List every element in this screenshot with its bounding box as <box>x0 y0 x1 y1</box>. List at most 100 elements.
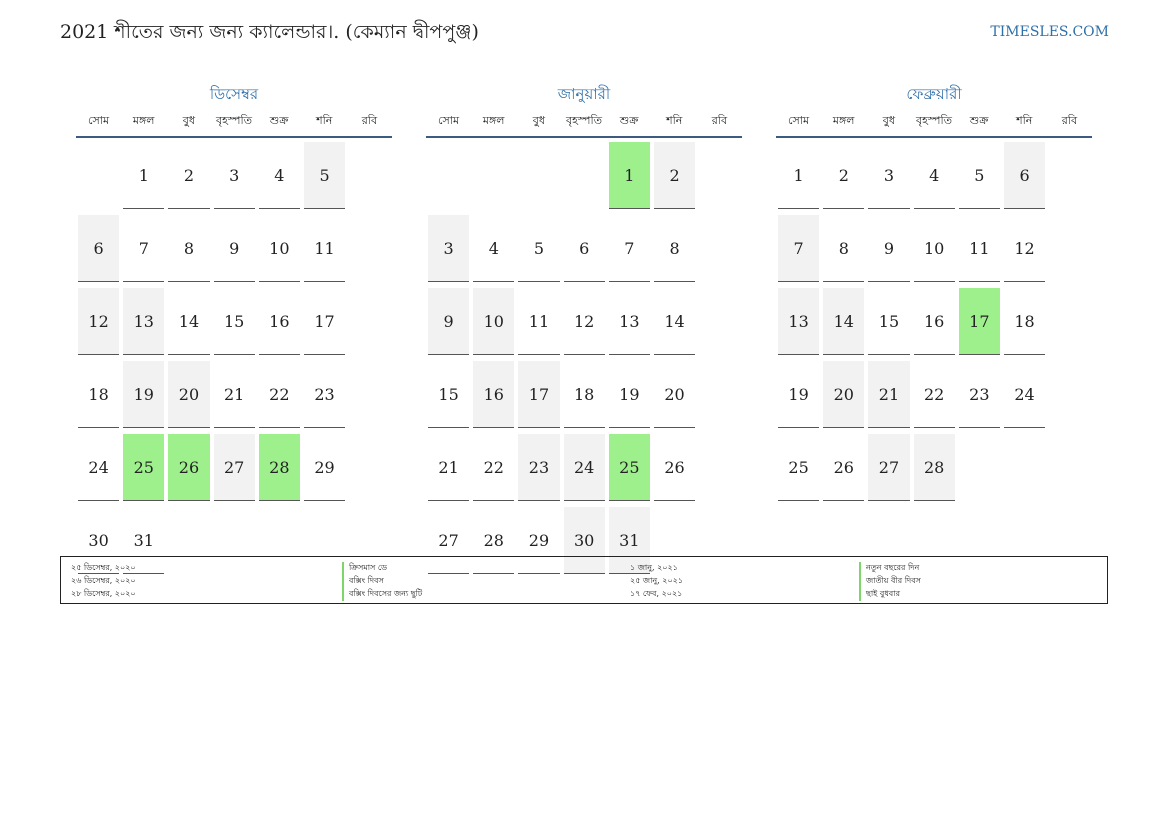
day-cell: 23 <box>958 361 1000 428</box>
day-cell: 3 <box>213 142 255 209</box>
day-cell: 3 <box>428 215 470 282</box>
day-cell: 23 <box>303 361 346 428</box>
day-cell: 15 <box>428 361 470 428</box>
weekday-label: সোম <box>88 114 110 127</box>
day-cell: 24 <box>563 434 605 501</box>
day-grid: 1 2 3 4 5 6 7 8 9 10 11 12 13 14 15 16 17 18 19 20 21 22 23 24 2… <box>776 142 1092 507</box>
day-cell: 28 <box>473 507 515 574</box>
day-cell: 24 <box>1003 361 1046 428</box>
day-cell: 10 <box>473 288 515 355</box>
day-cell: 13 <box>123 288 165 355</box>
day-cell: 7 <box>778 215 820 282</box>
weekday-label: বুধ <box>882 114 895 127</box>
weekday-header: সোম মঙ্গল বুধ বৃহস্পতি শুক্র শনি রবি <box>76 106 392 138</box>
day-cell: 17 <box>518 361 560 428</box>
empty-day-cell <box>473 142 514 209</box>
day-cell: 21 <box>868 361 910 428</box>
day-cell: 2 <box>653 142 696 209</box>
empty-day-cell <box>78 142 119 209</box>
day-cell: 26 <box>653 434 696 501</box>
day-cell: 13 <box>608 288 650 355</box>
day-cell: 6 <box>78 215 120 282</box>
empty-day-cell <box>428 142 469 209</box>
weekday-label: মঙ্গল <box>832 114 855 127</box>
weekday-label: বৃহস্পতি <box>566 114 602 127</box>
day-cell: 21 <box>213 361 255 428</box>
day-cell: 29 <box>303 434 346 501</box>
weekday-label: শুক্র <box>619 114 639 127</box>
day-cell: 16 <box>473 361 515 428</box>
day-cell: 1 <box>778 142 820 209</box>
weekday-label: শনি <box>316 114 333 127</box>
weekday-header: সোম মঙ্গল বুধ বৃহস্পতি শুক্র শনি রবি <box>426 106 742 138</box>
day-cell: 27 <box>428 507 470 574</box>
weekday-header: সোম মঙ্গল বুধ বৃহস্পতি শুক্র শনি রবি <box>776 106 1092 138</box>
day-cell: 5 <box>303 142 346 209</box>
day-cell: 6 <box>1003 142 1046 209</box>
day-cell: 19 <box>608 361 650 428</box>
day-cell: 27 <box>868 434 910 501</box>
day-cell: 23 <box>518 434 560 501</box>
day-cell: 18 <box>78 361 120 428</box>
day-cell: 10 <box>913 215 955 282</box>
month-december: ডিসেম্বর সোম মঙ্গল বুধ বৃহস্পতি শুক্র শন… <box>76 82 392 580</box>
legend-date: ২৫ জানু, ২০২১ <box>630 576 684 585</box>
holiday-day-cell: 26 <box>168 434 210 501</box>
day-cell: 20 <box>168 361 210 428</box>
weekday-label: বুধ <box>532 114 545 127</box>
day-cell: 4 <box>258 142 300 209</box>
holiday-day-cell: 25 <box>123 434 165 501</box>
weekday-label: শুক্র <box>969 114 989 127</box>
day-cell: 29 <box>518 507 560 574</box>
legend-date: ২৬ ডিসেম্বর, ২০২০ <box>71 576 136 585</box>
day-cell: 19 <box>778 361 820 428</box>
month-february: ফেব্রুয়ারী সোম মঙ্গল বুধ বৃহস্পতি শুক্র… <box>776 82 1092 507</box>
legend-date: ১ জানু, ২০২১ <box>630 563 678 572</box>
day-cell: 15 <box>868 288 910 355</box>
day-cell: 8 <box>653 215 696 282</box>
day-cell: 20 <box>823 361 865 428</box>
holiday-day-cell: 1 <box>608 142 650 209</box>
day-cell: 8 <box>823 215 865 282</box>
weekday-label: মঙ্গল <box>132 114 155 127</box>
weekday-label: শনি <box>1016 114 1033 127</box>
day-cell: 1 <box>123 142 165 209</box>
holiday-day-cell: 28 <box>258 434 300 501</box>
day-cell: 21 <box>428 434 470 501</box>
holiday-day-cell: 25 <box>608 434 650 501</box>
brand-link[interactable]: TIMESLES.COM <box>990 24 1109 40</box>
weekday-label: শুক্র <box>269 114 289 127</box>
day-cell: 22 <box>473 434 515 501</box>
empty-day-cell <box>518 142 559 209</box>
day-cell: 8 <box>168 215 210 282</box>
day-cell: 13 <box>778 288 820 355</box>
legend-holiday-name: বক্সিং দিবসের জন্য ছুটি <box>342 588 422 601</box>
holiday-day-cell: 17 <box>958 288 1000 355</box>
day-cell: 3 <box>868 142 910 209</box>
weekday-label: বুধ <box>182 114 195 127</box>
day-grid: 1 2 3 4 5 6 7 8 9 10 11 12 13 14 15 16 17 18 19 20 21 22 23 24 2… <box>76 142 392 580</box>
month-january: জানুয়ারী সোম মঙ্গল বুধ বৃহস্পতি শুক্র শ… <box>426 82 742 580</box>
month-name: ডিসেম্বর <box>209 85 259 103</box>
day-cell: 18 <box>563 361 605 428</box>
month-name: জানুয়ারী <box>557 85 611 103</box>
day-cell: 22 <box>913 361 955 428</box>
day-cell: 18 <box>1003 288 1046 355</box>
day-cell: 7 <box>608 215 650 282</box>
legend-holiday-name: বক্সিং দিবস <box>342 575 384 588</box>
weekday-label: বৃহস্পতি <box>216 114 252 127</box>
day-cell: 14 <box>823 288 865 355</box>
day-cell: 12 <box>563 288 605 355</box>
legend-date: ১৭ ফেব, ২০২১ <box>630 589 683 598</box>
month-name: ফেব্রুয়ারী <box>906 85 962 103</box>
day-cell: 11 <box>518 288 560 355</box>
weekday-label: রবি <box>1061 114 1078 127</box>
day-cell: 14 <box>168 288 210 355</box>
day-cell: 14 <box>653 288 696 355</box>
legend-date: ২৮ ডিসেম্বর, ২০২০ <box>71 589 136 598</box>
day-cell: 24 <box>78 434 120 501</box>
day-cell: 9 <box>428 288 470 355</box>
day-cell: 11 <box>303 215 346 282</box>
day-cell: 12 <box>1003 215 1046 282</box>
day-cell: 2 <box>168 142 210 209</box>
